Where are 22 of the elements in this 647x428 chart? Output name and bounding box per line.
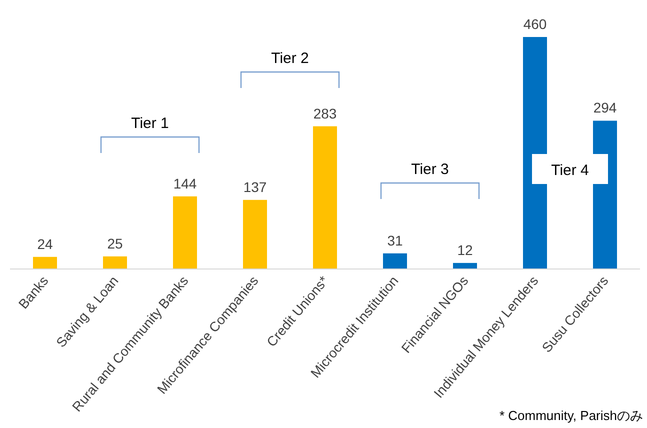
data-label: 137 xyxy=(243,178,267,195)
annotation: Tier 3 xyxy=(411,161,449,178)
annotation: Tier 4 xyxy=(551,162,589,179)
bar xyxy=(383,253,407,269)
data-label: 283 xyxy=(313,105,337,122)
data-label: 12 xyxy=(457,242,473,258)
text: * Community, Parishのみ xyxy=(499,408,643,423)
annotation: Tier 1 xyxy=(131,115,169,132)
data-label: 24 xyxy=(37,236,53,252)
bar xyxy=(313,126,337,269)
bar xyxy=(243,200,267,269)
bar xyxy=(173,196,197,269)
data-label: 294 xyxy=(593,100,617,116)
data-label: 31 xyxy=(387,232,403,248)
bar xyxy=(523,37,547,269)
bar xyxy=(103,256,127,269)
annotation: Tier 2 xyxy=(271,50,309,67)
data-label: 144 xyxy=(173,175,197,192)
data-label: 460 xyxy=(523,16,547,32)
bar xyxy=(453,262,477,269)
bar xyxy=(33,256,57,269)
data-label: 25 xyxy=(107,235,123,252)
